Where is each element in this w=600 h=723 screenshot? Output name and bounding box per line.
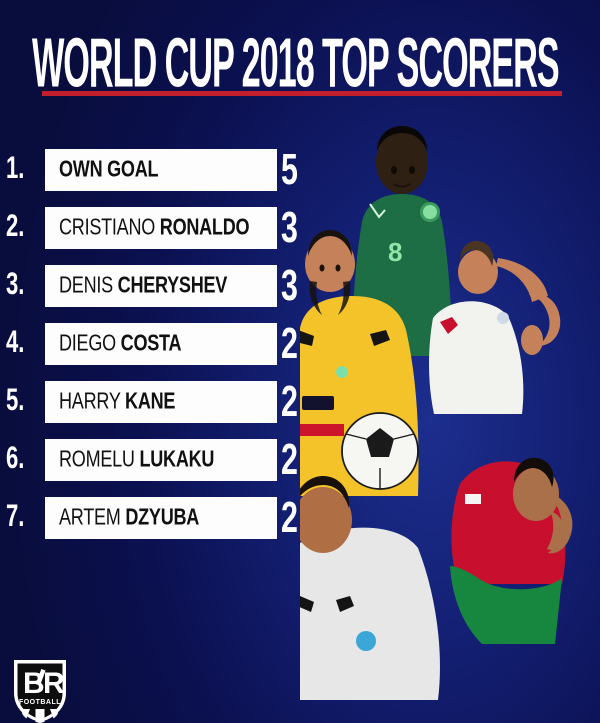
- svg-text:R: R: [43, 667, 65, 700]
- svg-text:8: 8: [388, 237, 402, 267]
- svg-text:FOOTBALL: FOOTBALL: [19, 699, 61, 706]
